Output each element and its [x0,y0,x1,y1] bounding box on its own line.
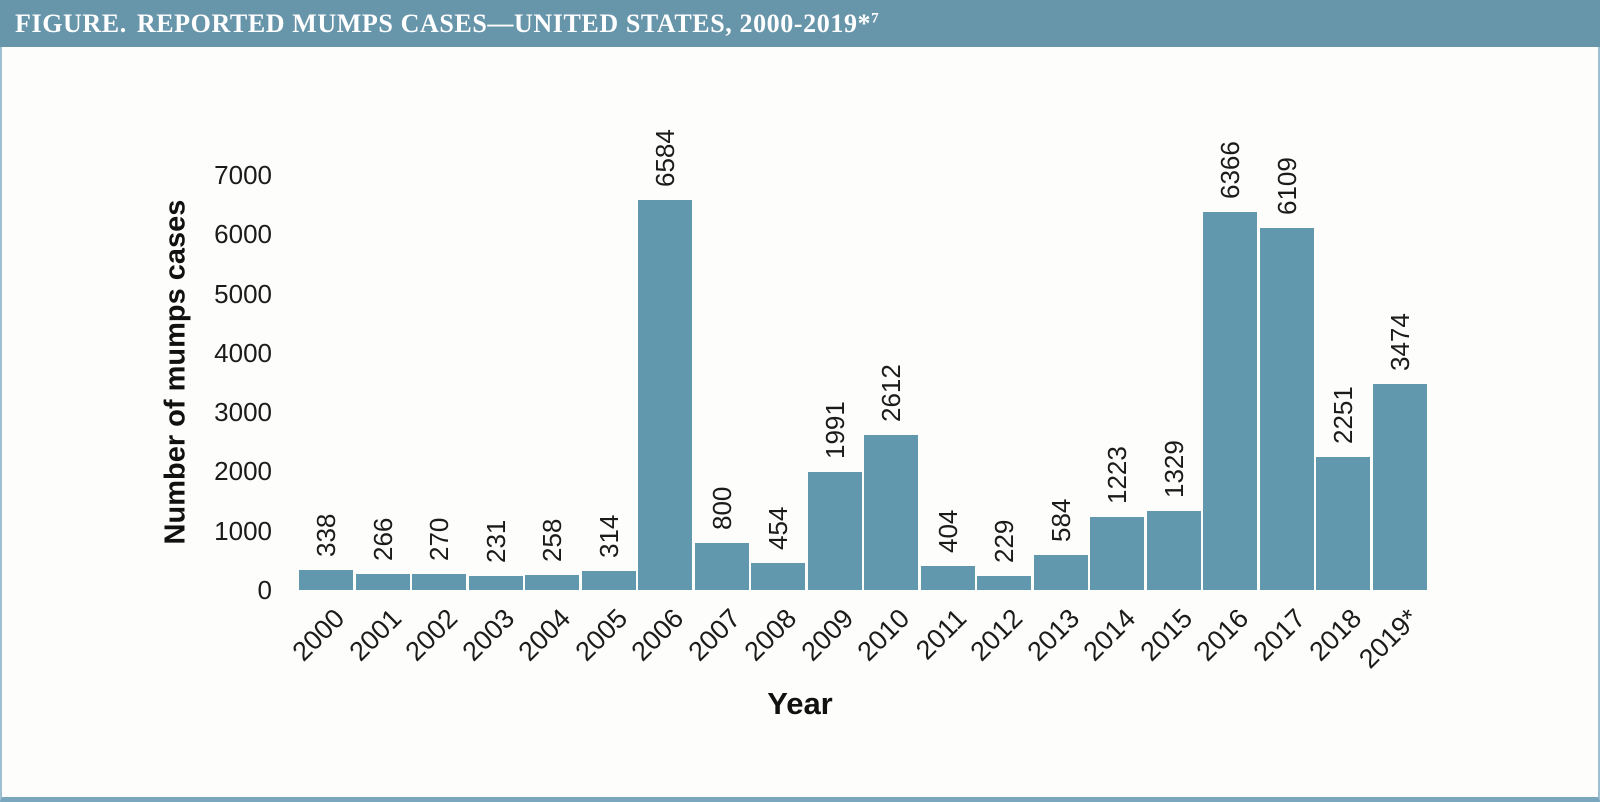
bar-value-label: 6109 [1271,156,1302,215]
figure-title-superscript: 7 [871,10,880,27]
y-tick-label: 1000 [214,515,272,546]
bar-2006 [638,199,692,590]
figure-body [0,47,1600,802]
bar-value-label: 6584 [650,128,680,187]
bar-value-label: 584 [1045,498,1076,543]
y-tick-label: 6000 [214,219,272,250]
x-tick-label: 2004 [512,603,577,667]
bar-2010 [864,435,918,590]
x-tick-label: 2014 [1077,603,1142,667]
bar-2003 [468,576,523,590]
y-tick-label: 2000 [214,456,272,487]
bar-value-label: 2251 [1328,385,1358,444]
x-tick-label: 2006 [625,603,690,667]
y-tick-label: 0 [257,575,272,605]
x-tick-label: 2019* [1352,603,1424,675]
bar-value-label: 270 [424,517,454,561]
bar-2013 [1033,555,1088,590]
bar-2002 [412,573,466,590]
x-tick-label: 2011 [909,603,972,666]
bar-2009 [807,471,862,590]
bar-2004 [525,574,579,590]
figure-title-prefix: FIGURE. [15,9,127,38]
x-tick-label: 2008 [738,603,803,667]
bar-2011 [920,566,975,590]
y-tick-label: 5000 [214,278,272,309]
x-tick-label: 2010 [851,603,916,667]
bar-value-label: 231 [480,519,511,564]
x-tick-label: 2007 [682,603,746,667]
x-tick-label: 2000 [286,603,351,667]
bar-value-label: 1329 [1158,440,1189,499]
figure-title-bar: FIGURE. REPORTED MUMPS CASES—UNITED STATE… [0,0,1600,47]
bar-value-label: 800 [706,486,737,530]
bar-2019* [1372,383,1427,590]
bar-2015 [1146,511,1201,590]
bar-value-label: 2612 [876,364,906,423]
bar-value-label: 3474 [1384,313,1415,371]
x-tick-label: 2017 [1247,603,1311,667]
bar-value-label: 1991 [819,401,850,459]
x-tick-label: 2009 [795,603,859,667]
bar-value-label: 1223 [1102,446,1132,505]
figure-title-text: REPORTED MUMPS CASES—UNITED STATES, 2000… [136,9,872,38]
bar-2017 [1259,227,1314,590]
y-tick-label: 3000 [214,397,272,428]
bar-2000 [299,569,353,590]
x-tick-label: 2013 [1021,603,1085,667]
bar-2008 [751,563,805,590]
bar-2012 [977,576,1031,590]
x-tick-label: 2012 [964,603,1029,667]
bar-value-label: 454 [763,506,793,551]
x-tick-label: 2003 [456,603,520,667]
bar-2014 [1090,517,1144,590]
bar-value-label: 314 [593,514,624,559]
x-tick-label: 2015 [1134,603,1198,667]
bar-value-label: 6366 [1215,141,1245,200]
x-tick-label: 2005 [569,603,633,667]
bar-value-label: 404 [932,509,963,554]
x-tick-label: 2016 [1190,603,1255,667]
bar-2001 [355,574,410,590]
bar-2018 [1316,456,1370,590]
y-tick-label: 7000 [214,159,272,190]
bar-value-label: 266 [367,517,398,562]
x-axis-title: Year [767,686,833,721]
bar-2005 [581,571,636,590]
bar-2016 [1203,212,1257,590]
x-tick-label: 2001 [343,603,407,667]
y-tick-label: 4000 [214,337,272,368]
y-axis-title: Number of mumps cases [159,199,192,545]
figure-title: FIGURE. REPORTED MUMPS CASES—UNITED STATE… [0,0,1600,47]
bar-value-label: 338 [311,513,341,557]
x-tick-label: 2002 [399,603,464,667]
bar-value-label: 229 [989,520,1019,564]
bar-value-label: 258 [537,518,567,562]
bar-2007 [694,542,749,590]
